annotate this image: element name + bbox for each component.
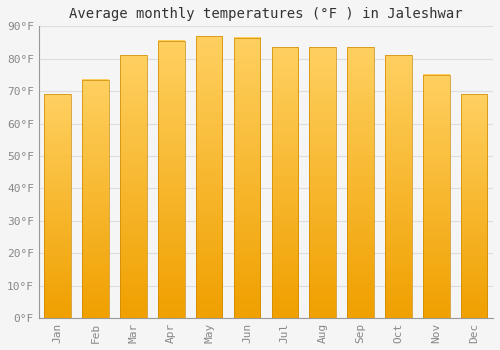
Bar [234,37,260,318]
Bar [120,55,146,318]
Bar [158,41,184,318]
Bar [272,47,298,318]
Bar [44,94,71,318]
Bar [82,80,109,318]
Bar [461,94,487,318]
Bar [385,55,411,318]
Bar [348,47,374,318]
Title: Average monthly temperatures (°F ) in Jaleshwar: Average monthly temperatures (°F ) in Ja… [69,7,462,21]
Bar [196,36,222,318]
Bar [310,47,336,318]
Bar [423,75,450,318]
